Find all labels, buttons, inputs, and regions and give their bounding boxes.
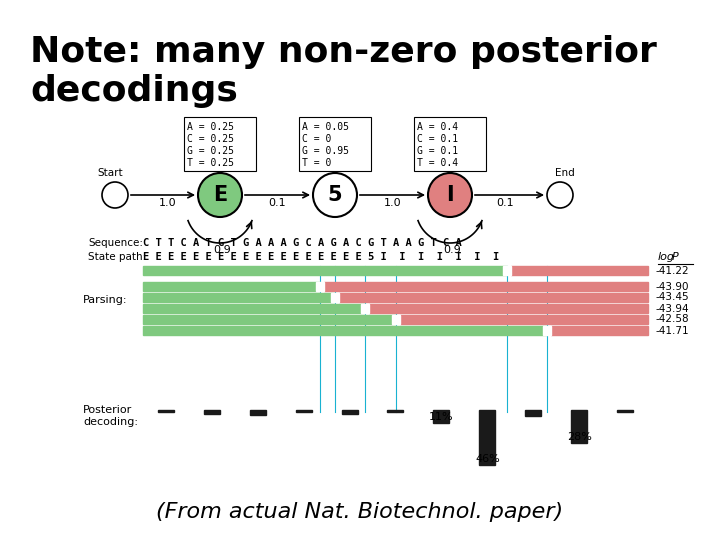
Bar <box>143 304 365 313</box>
FancyBboxPatch shape <box>299 117 371 171</box>
Bar <box>250 410 266 415</box>
Bar <box>503 266 510 275</box>
Text: 1.0: 1.0 <box>384 198 401 208</box>
Text: 0.1: 0.1 <box>496 198 514 208</box>
Bar <box>316 282 324 291</box>
Bar <box>339 293 648 302</box>
Bar <box>510 266 648 275</box>
Text: -41.22: -41.22 <box>655 266 688 275</box>
Bar <box>617 410 633 413</box>
Text: A = 0.25: A = 0.25 <box>187 122 234 132</box>
Text: -43.45: -43.45 <box>655 293 688 302</box>
Bar <box>143 293 335 302</box>
Text: 28%: 28% <box>567 433 592 442</box>
Text: Sequence:: Sequence: <box>88 238 143 248</box>
Text: E E E E E E E E E E E E E E E E E E 5 I  I  I  I  I  I  I: E E E E E E E E E E E E E E E E E E 5 I … <box>143 252 499 262</box>
Text: A = 0.05: A = 0.05 <box>302 122 349 132</box>
Text: Posterior
decoding:: Posterior decoding: <box>83 405 138 427</box>
Text: 46%: 46% <box>475 454 500 464</box>
Circle shape <box>547 182 573 208</box>
Bar <box>158 410 174 412</box>
Text: C = 0.1: C = 0.1 <box>417 134 458 144</box>
Bar <box>296 410 312 413</box>
Text: C = 0.25: C = 0.25 <box>187 134 234 144</box>
Bar <box>341 410 358 414</box>
Text: E: E <box>213 185 227 205</box>
Text: log: log <box>658 252 675 262</box>
Text: -41.71: -41.71 <box>655 326 688 335</box>
Circle shape <box>198 173 242 217</box>
Bar <box>143 315 395 324</box>
Text: C T T C A T G T G A A A G C A G A C G T A A G T C A: C T T C A T G T G A A A G C A G A C G T … <box>143 238 462 248</box>
Bar <box>143 266 507 275</box>
Text: 0.1: 0.1 <box>269 198 287 208</box>
Text: -43.90: -43.90 <box>655 281 688 292</box>
Circle shape <box>428 173 472 217</box>
Text: G = 0.95: G = 0.95 <box>302 146 349 156</box>
Bar <box>143 326 547 335</box>
Bar <box>369 304 648 313</box>
Text: I: I <box>446 185 454 205</box>
Bar <box>571 410 587 443</box>
Text: G = 0.1: G = 0.1 <box>417 146 458 156</box>
Bar <box>433 410 449 423</box>
Text: -42.58: -42.58 <box>655 314 688 325</box>
Bar <box>324 282 648 291</box>
Bar <box>143 282 320 291</box>
Bar <box>361 304 369 313</box>
Text: A = 0.4: A = 0.4 <box>417 122 458 132</box>
Text: Start: Start <box>97 168 123 178</box>
Text: C = 0: C = 0 <box>302 134 331 144</box>
Text: (From actual Nat. Biotechnol. paper): (From actual Nat. Biotechnol. paper) <box>156 502 564 522</box>
Text: T = 0: T = 0 <box>302 158 331 168</box>
Bar <box>480 410 495 465</box>
Bar <box>400 315 648 324</box>
Circle shape <box>102 182 128 208</box>
Text: Note: many non-zero posterior
decodings: Note: many non-zero posterior decodings <box>30 35 657 109</box>
Circle shape <box>313 173 357 217</box>
Bar <box>387 410 403 413</box>
Text: State path:: State path: <box>88 252 146 262</box>
FancyBboxPatch shape <box>184 117 256 171</box>
Bar <box>551 326 648 335</box>
Bar <box>331 293 339 302</box>
Bar <box>204 410 220 414</box>
Bar <box>525 410 541 416</box>
Text: P: P <box>672 252 679 262</box>
Text: G = 0.25: G = 0.25 <box>187 146 234 156</box>
Bar <box>392 315 400 324</box>
Text: T = 0.25: T = 0.25 <box>187 158 234 168</box>
Text: 0.9: 0.9 <box>213 245 231 255</box>
Text: 0.9: 0.9 <box>443 245 461 255</box>
Text: 1.0: 1.0 <box>158 198 176 208</box>
Text: End: End <box>555 168 575 178</box>
Text: 5: 5 <box>328 185 342 205</box>
Text: -43.94: -43.94 <box>655 303 688 314</box>
Text: 11%: 11% <box>429 412 454 422</box>
Text: T = 0.4: T = 0.4 <box>417 158 458 168</box>
Text: Parsing:: Parsing: <box>83 295 127 305</box>
Bar <box>543 326 551 335</box>
FancyBboxPatch shape <box>414 117 486 171</box>
